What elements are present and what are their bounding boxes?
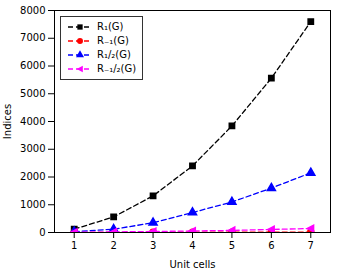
- svg-text:3: 3: [150, 240, 156, 251]
- svg-text:7: 7: [308, 240, 314, 251]
- html-text:R₋₁/₂(G): R₋₁/₂(G): [97, 63, 137, 74]
- svg-text:Unit cells: Unit cells: [170, 259, 216, 270]
- svg-text:1000: 1000: [20, 199, 45, 210]
- svg-text:6000: 6000: [20, 60, 45, 71]
- html-text:R₁/₂(G): R₁/₂(G): [97, 49, 131, 60]
- svg-text:5: 5: [229, 240, 235, 251]
- svg-text:1: 1: [71, 240, 77, 251]
- svg-text:5000: 5000: [20, 88, 45, 99]
- svg-text:8000: 8000: [20, 5, 45, 16]
- svg-text:2: 2: [110, 240, 116, 251]
- svg-text:7000: 7000: [20, 32, 45, 43]
- svg-text:3000: 3000: [20, 143, 45, 154]
- svg-text:4: 4: [189, 240, 195, 251]
- svg-text:2000: 2000: [20, 171, 45, 182]
- svg-text:Indices: Indices: [2, 104, 13, 139]
- svg-text:4000: 4000: [20, 116, 45, 127]
- svg-text:0: 0: [39, 227, 45, 238]
- html-text:R₁(G): R₁(G): [97, 21, 124, 32]
- html-text:R₋₁(G): R₋₁(G): [97, 35, 129, 46]
- svg-text:6: 6: [268, 240, 274, 251]
